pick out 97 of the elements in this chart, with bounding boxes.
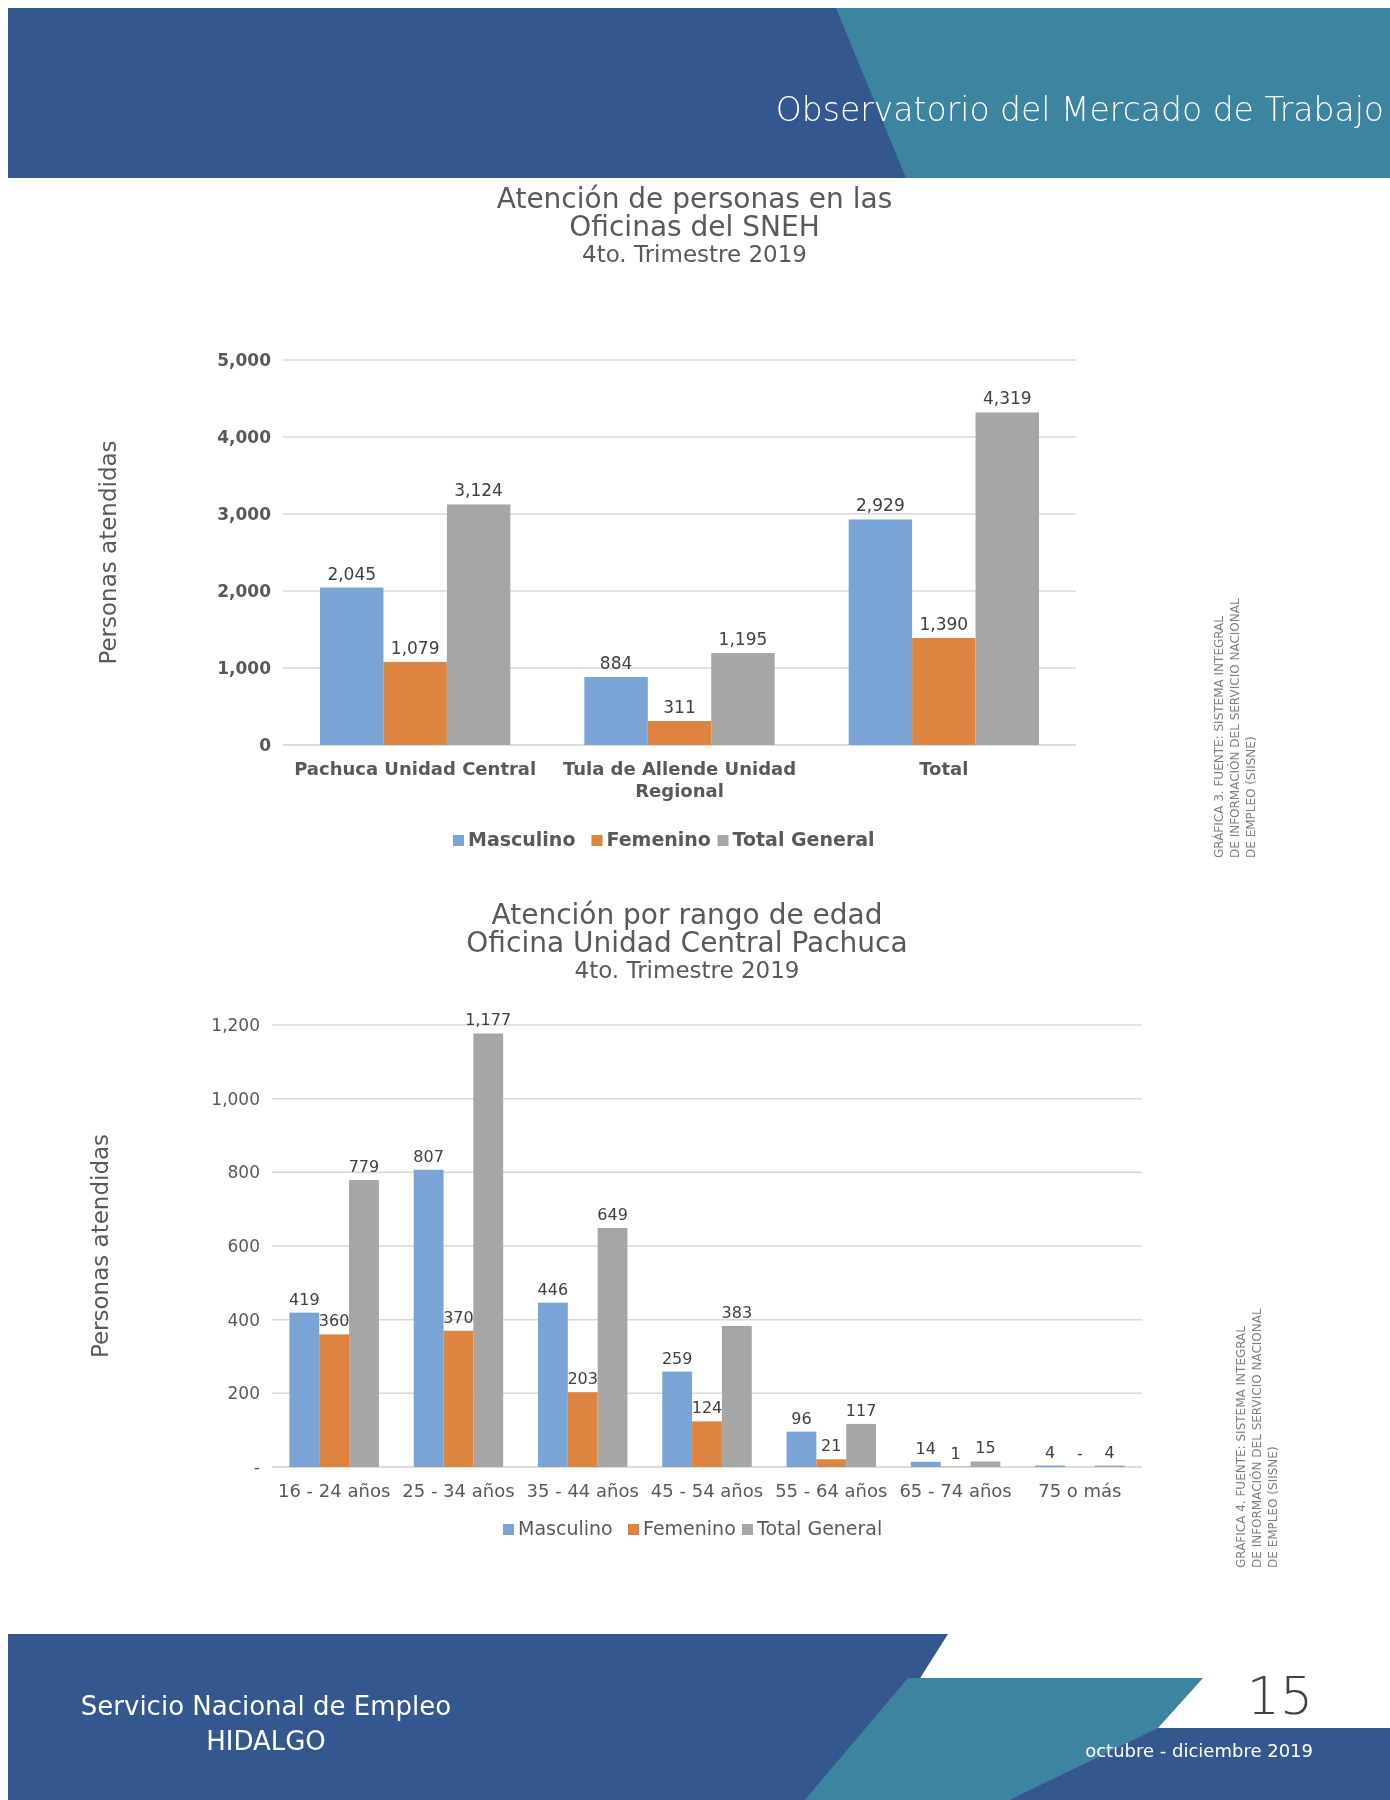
legend-label: Total General [756,1517,883,1539]
x-tick-label: 45 - 54 años [650,1480,764,1501]
y-tick-label: 3,000 [217,504,272,524]
x-tick-label: 65 - 74 años [899,1480,1012,1501]
data-label: 1,195 [718,628,768,649]
bar [320,587,384,745]
bar [786,1431,817,1467]
text: GRÁFICA 4. FUENTE: SISTEMA INTEGRAL DE INFORMACIÓN DEL SERVICIO NACIONAL DE EMPLEO (SIISNE) [1233,1308,1280,1568]
data-label: 649 [597,1204,628,1224]
text: GRÁFICA 3. FUENTE: SISTEMA INTEGRAL DE INFORMACIÓN DEL SERVICIO NACIONAL DE EMPLEO (SIISNE) [1211,598,1258,858]
y-tick-label: 600 [227,1236,260,1256]
bar [289,1312,320,1467]
y-tick-label: 200 [227,1383,260,1404]
bar [443,1330,474,1467]
bar [383,661,447,745]
data-label: 370 [443,1307,474,1327]
bar [647,721,712,745]
bar [846,1423,877,1468]
bar [319,1334,350,1467]
bar [692,1421,722,1467]
data-label: 2,045 [327,563,377,584]
chart-subtitle: 4to. Trimestre 2019 [582,241,807,267]
data-label: 419 [289,1289,320,1309]
bar [446,504,511,745]
x-tick-label: Pachuca Unidad Central [294,758,537,779]
bar [597,1227,628,1467]
text: 15 [1246,1666,1313,1726]
bar [567,1392,598,1467]
data-label: 360 [318,1311,350,1331]
data-label: 1 [950,1443,961,1463]
data-label: 117 [845,1400,877,1420]
data-label: 96 [791,1408,812,1428]
x-tick-label: 25 - 34 años [402,1480,515,1501]
data-label: 884 [599,652,633,673]
data-label: 2,929 [856,495,905,516]
bar [537,1302,568,1467]
bar [711,652,775,745]
x-tick-label: 75 o más [1038,1480,1122,1501]
data-label: 15 [975,1438,996,1458]
data-label: 4,319 [982,388,1032,409]
x-tick-label: Total [919,758,969,779]
data-label: 1,390 [919,613,969,634]
chart-subtitle: 4to. Trimestre 2019 [574,957,800,983]
data-label: 14 [915,1438,936,1458]
bar [975,412,1039,745]
y-tick-label: 1,000 [211,1088,260,1109]
data-label: - [1076,1444,1083,1463]
legend-label: Femenino [643,1517,736,1539]
text: octubre - diciembre 2019 [1085,1740,1313,1761]
bar [413,1169,444,1468]
bar [721,1325,752,1467]
chart-title: Atención de personas en las Oficinas del SNEH [496,182,893,243]
legend-label: Total General [732,828,875,850]
bar [584,676,648,745]
data-label: 124 [691,1398,723,1418]
data-label: 807 [413,1146,444,1166]
legend-label: Femenino [606,828,711,850]
bar [349,1180,379,1467]
x-tick-label: Tula de Allende Unidad Regional [562,758,797,801]
legend-label: Masculino [518,1517,613,1539]
y-axis-title: Personas atendidas [87,1133,113,1359]
data-label: 4 [1044,1442,1056,1462]
bar [970,1461,1001,1467]
bar [848,519,913,745]
y-tick-label: - [253,1457,260,1477]
y-tick-label: 1,000 [217,658,272,678]
y-tick-label: 1,200 [211,1015,260,1035]
data-label: 383 [721,1302,753,1322]
y-tick-label: 0 [259,735,272,755]
y-axis-title: Personas atendidas [95,440,121,665]
x-tick-label: 16 - 24 años [277,1480,391,1501]
bar [912,637,976,745]
bar [816,1459,847,1468]
y-tick-label: 2,000 [217,581,272,601]
data-label: 21 [821,1436,842,1456]
data-label: 446 [537,1279,569,1299]
y-tick-label: 400 [227,1309,260,1330]
text: Observatorio del Mercado de Trabajo [775,90,1384,129]
y-tick-label: 5,000 [217,350,272,370]
y-tick-label: 800 [227,1162,260,1183]
data-label: 311 [663,697,696,718]
data-label: 259 [661,1348,693,1368]
x-tick-label: 55 - 64 años [775,1480,888,1501]
data-label: 4 [1104,1442,1115,1462]
y-tick-label: 4,000 [217,427,272,447]
data-label: 1,177 [465,1010,512,1030]
bar [662,1371,693,1467]
bar [473,1033,504,1467]
legend-label: Masculino [468,828,576,850]
data-label: 203 [567,1369,598,1389]
data-label: 779 [348,1157,380,1177]
data-label: 3,124 [454,480,503,501]
data-label: 1,079 [390,637,440,658]
chart-title: Atención por rango de edad Oficina Unidad Central Pachuca [466,898,908,959]
text: Servicio Nacional de Empleo HIDALGO [80,1691,452,1756]
x-tick-label: 35 - 44 años [526,1480,639,1501]
bar [910,1461,941,1467]
